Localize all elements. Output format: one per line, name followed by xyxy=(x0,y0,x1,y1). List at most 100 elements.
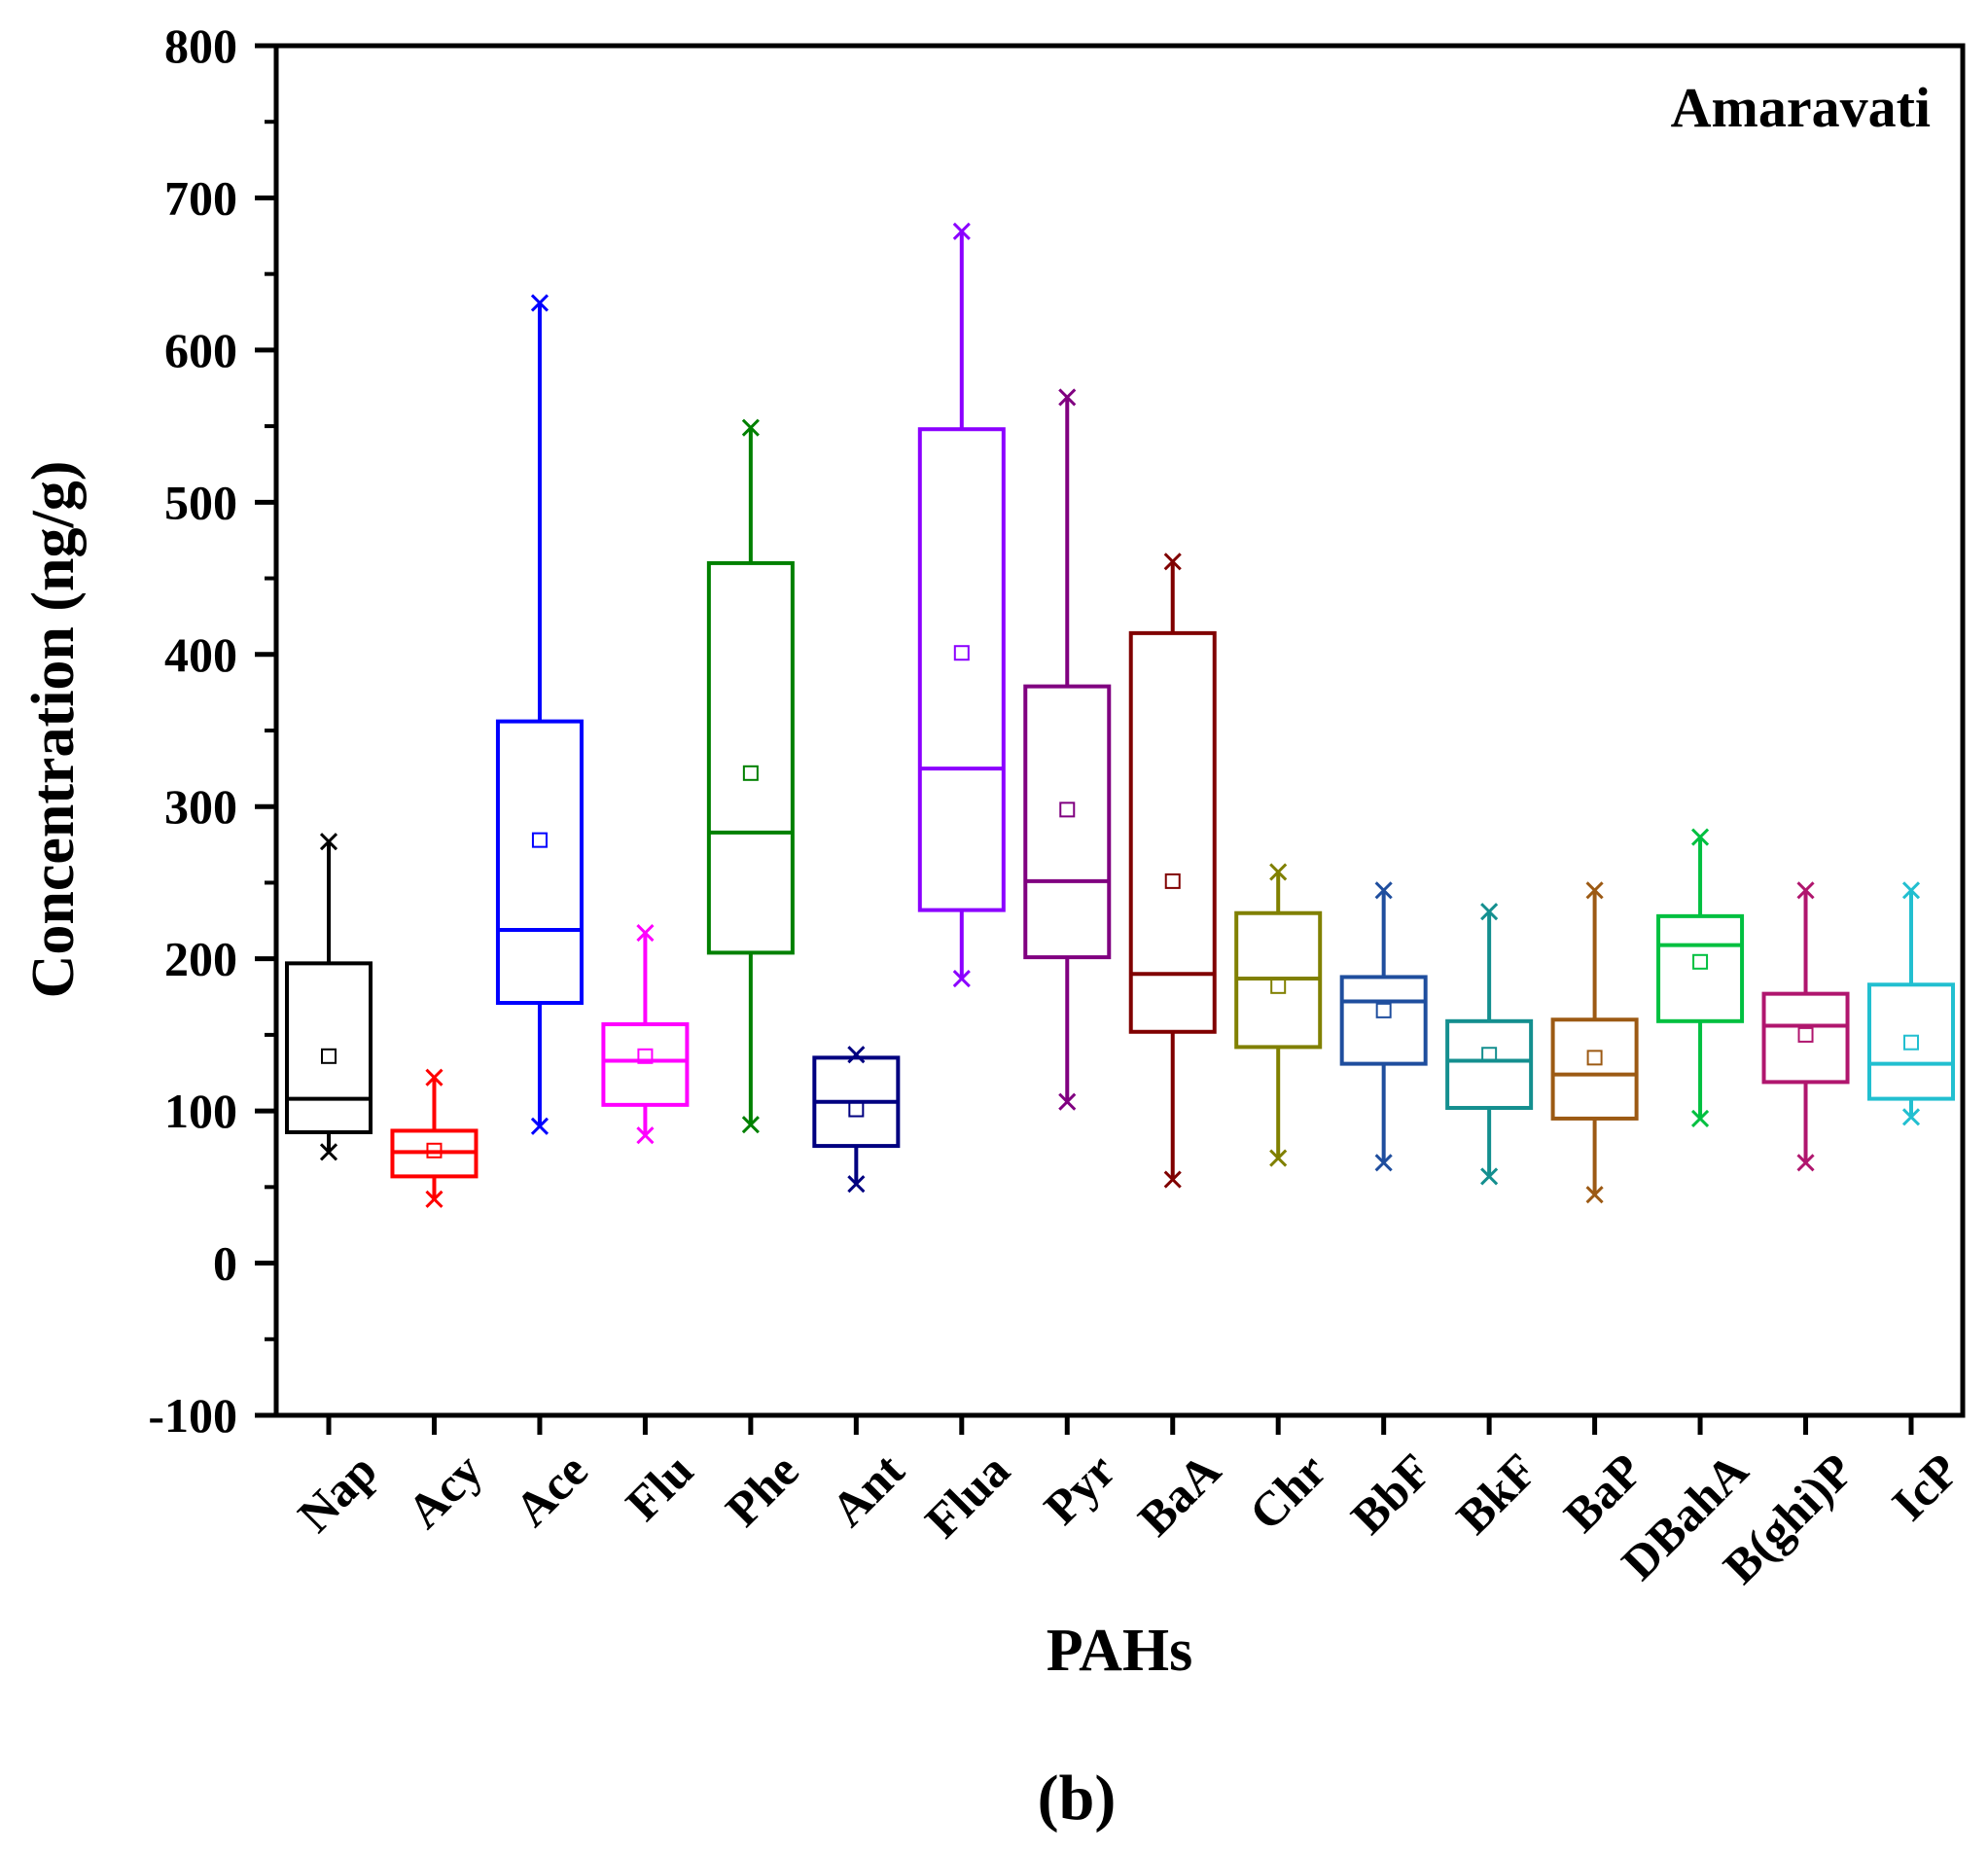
max-marker xyxy=(1585,881,1604,900)
max-marker xyxy=(1163,553,1182,571)
y-tick-label: 500 xyxy=(164,475,237,529)
min-marker-stroke-b xyxy=(952,969,971,988)
box-bkf xyxy=(1445,903,1534,1186)
iqr-box xyxy=(1867,982,1955,1101)
max-marker-stroke-b xyxy=(1901,881,1921,900)
x-tick-label: Flua xyxy=(914,1443,1019,1548)
max-marker-stroke-b xyxy=(1269,863,1288,881)
min-marker xyxy=(1374,1154,1393,1172)
x-axis: Nap Acy Ace Flu Phe Ant Flua Pyr BaA Chr BbF BkF BaP… xyxy=(287,1415,1970,1594)
max-marker xyxy=(1480,903,1499,921)
panel-annotation: Amaravati xyxy=(1671,76,1931,139)
min-marker-stroke-b xyxy=(1796,1154,1815,1172)
max-marker xyxy=(1796,881,1815,900)
box-dbaha xyxy=(1656,828,1745,1127)
iqr-box xyxy=(601,1021,690,1107)
y-tick-label: 600 xyxy=(164,323,237,377)
box-bghip xyxy=(1761,881,1850,1172)
y-tick-label: -100 xyxy=(148,1388,237,1443)
min-marker xyxy=(1269,1149,1288,1167)
min-marker xyxy=(319,1143,338,1161)
min-marker-stroke-b xyxy=(1058,1092,1077,1111)
min-marker xyxy=(1796,1154,1815,1172)
mean-marker xyxy=(637,1048,654,1064)
max-marker-stroke-b xyxy=(1585,881,1604,900)
box-acy xyxy=(390,1068,479,1208)
iqr-box xyxy=(1656,913,1745,1023)
x-tick-label: Acy xyxy=(397,1443,493,1539)
max-marker-stroke-b xyxy=(1163,553,1182,571)
min-marker-stroke-b xyxy=(1269,1149,1288,1167)
max-marker-stroke-b xyxy=(1058,388,1077,407)
max-marker-stroke-b xyxy=(847,1046,866,1064)
mean-marker xyxy=(953,645,970,661)
max-marker xyxy=(636,924,655,943)
min-marker xyxy=(847,1175,866,1194)
box-icp xyxy=(1867,881,1955,1126)
box-ant xyxy=(812,1046,901,1194)
y-tick-label: 0 xyxy=(213,1236,237,1291)
mean-marker xyxy=(321,1048,337,1064)
x-tick-label: Phe xyxy=(715,1443,809,1537)
box-pyr xyxy=(1023,388,1112,1111)
min-marker xyxy=(1691,1109,1710,1127)
min-marker xyxy=(741,1116,760,1134)
min-marker xyxy=(1163,1170,1182,1189)
iqr-box xyxy=(285,961,373,1135)
max-marker xyxy=(952,222,971,240)
x-tick-label: Chr xyxy=(1238,1443,1335,1540)
max-marker-stroke-b xyxy=(1480,903,1499,921)
min-marker-stroke-b xyxy=(319,1143,338,1161)
plot-area xyxy=(285,222,1955,1208)
mean-marker xyxy=(1270,978,1287,994)
box-nap xyxy=(285,833,373,1161)
min-marker xyxy=(1585,1186,1604,1204)
mean-marker xyxy=(1164,873,1181,889)
figure-caption: (b) xyxy=(1038,1763,1117,1834)
min-marker-stroke-b xyxy=(636,1126,655,1145)
x-tick-label: IcP xyxy=(1881,1443,1970,1531)
max-marker xyxy=(530,294,549,312)
min-marker-stroke-b xyxy=(847,1175,866,1194)
box-bbf xyxy=(1339,881,1428,1172)
max-marker-stroke-b xyxy=(425,1068,444,1087)
x-tick-label: BbF xyxy=(1340,1443,1441,1544)
max-marker xyxy=(425,1068,444,1087)
max-marker xyxy=(1374,881,1393,900)
mean-marker xyxy=(742,765,759,781)
mean-marker xyxy=(1797,1026,1814,1043)
mean-marker xyxy=(531,832,548,848)
min-marker-stroke-b xyxy=(1374,1154,1393,1172)
min-marker xyxy=(1480,1167,1499,1186)
y-tick-label: 200 xyxy=(164,932,237,986)
min-marker-stroke-b xyxy=(530,1117,549,1135)
min-marker xyxy=(952,969,971,988)
min-marker xyxy=(425,1190,444,1208)
min-marker-stroke-b xyxy=(425,1190,444,1208)
y-axis-title: Concentration (ng/g) xyxy=(20,461,87,999)
min-marker-stroke-b xyxy=(1163,1170,1182,1189)
box-chr xyxy=(1234,863,1323,1167)
mean-marker xyxy=(1903,1034,1919,1051)
iqr-box xyxy=(1023,684,1112,960)
iqr-box xyxy=(1761,991,1850,1085)
iqr-box xyxy=(1445,1018,1534,1110)
x-tick-label: Pyr xyxy=(1033,1443,1125,1535)
y-axis: -100 0 100 200 300 400 500 600 700 800 xyxy=(148,18,276,1443)
iqr-box xyxy=(1550,1017,1639,1121)
max-marker xyxy=(319,833,338,851)
min-marker-stroke-b xyxy=(1480,1167,1499,1186)
max-marker-stroke-b xyxy=(1691,828,1710,846)
min-marker xyxy=(636,1126,655,1145)
iqr-box xyxy=(495,719,584,1006)
max-marker-stroke-b xyxy=(952,222,971,240)
max-marker xyxy=(1901,881,1921,900)
mean-marker xyxy=(848,1101,865,1118)
min-marker xyxy=(1901,1108,1921,1126)
box-phe xyxy=(706,418,795,1134)
iqr-box xyxy=(1339,975,1428,1066)
box-flua xyxy=(917,222,1006,988)
mean-marker xyxy=(1059,802,1076,818)
plot-frame xyxy=(273,43,1966,1418)
